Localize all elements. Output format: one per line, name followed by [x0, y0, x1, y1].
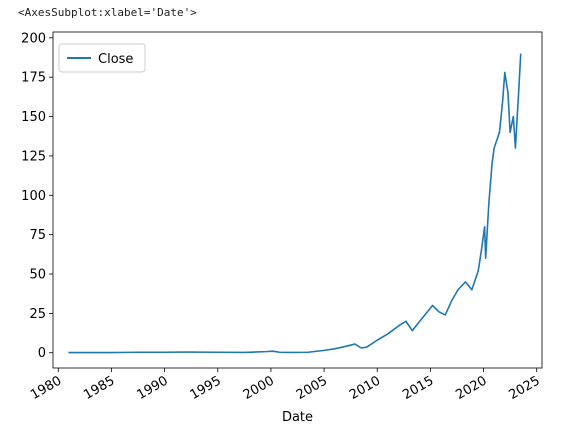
plot-area	[53, 32, 542, 368]
legend: Close	[58, 43, 146, 73]
legend-label-close: Close	[98, 52, 133, 67]
y-tick-label: 200	[21, 31, 46, 46]
x-tick-label: 2000	[241, 373, 277, 403]
x-tick-label: 2010	[347, 373, 383, 403]
x-tick-label: 1995	[188, 373, 224, 403]
legend-box	[58, 43, 146, 73]
y-tick-label: 125	[21, 149, 46, 164]
y-tick-label: 75	[29, 228, 46, 243]
plot-frame	[52, 31, 543, 369]
y-tick-label: 25	[29, 307, 46, 322]
axes-repr-text: <AxesSubplot:xlabel='Date'>	[18, 6, 197, 19]
x-axis-label: Date	[282, 410, 313, 425]
x-tick-label: 2015	[400, 373, 436, 403]
x-tick-label: 1980	[28, 373, 64, 403]
y-axis-ticks: 0 25 50 75 100 125 150 175 200	[21, 31, 53, 361]
x-tick-label: 2005	[294, 373, 330, 403]
x-tick-label: 1990	[134, 373, 170, 403]
x-tick-label: 2020	[453, 373, 489, 403]
x-tick-label: 1985	[81, 373, 117, 403]
x-tick-label: 2025	[507, 373, 543, 403]
y-tick-label: 50	[29, 268, 46, 283]
y-tick-label: 100	[21, 189, 46, 204]
y-tick-label: 150	[21, 110, 46, 125]
x-axis-ticks: 1980 1985 1990 1995 2000 2005 2010 2015 2020 2025	[28, 368, 543, 403]
y-tick-label: 0	[38, 346, 46, 361]
series-line-close	[68, 53, 522, 354]
y-tick-label: 175	[21, 71, 46, 86]
